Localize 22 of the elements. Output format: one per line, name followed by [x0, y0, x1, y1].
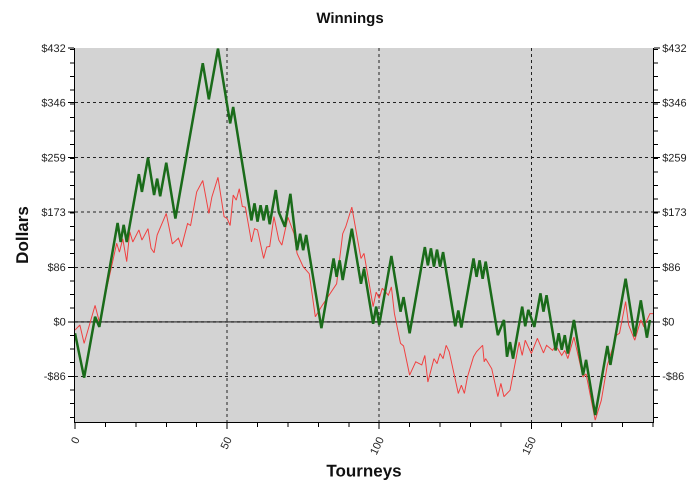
y-tick-label: $259 — [41, 152, 66, 165]
y2-tick-label: $346 — [662, 97, 687, 110]
x-tick-label: 50 — [218, 435, 235, 452]
y2-tick-label: $173 — [662, 207, 687, 220]
y2-tick-label: $0 — [662, 316, 674, 329]
y2-tick-label: $259 — [662, 152, 687, 165]
chart-title: Winnings — [316, 10, 384, 27]
y-tick-label: $173 — [41, 207, 66, 220]
x-tick-label: 100 — [368, 435, 387, 457]
y-tick-label: $86 — [47, 262, 66, 274]
y-tick-label: $432 — [41, 42, 66, 55]
x-axis-title: Tourneys — [326, 461, 402, 480]
line-series — [75, 48, 652, 416]
y2-tick-label: $432 — [662, 42, 687, 55]
y-tick-label: -$86 — [44, 371, 66, 384]
y-tick-label: $0 — [54, 316, 66, 329]
y-axis-title: Dollars — [12, 206, 32, 264]
y-tick-label: $346 — [41, 97, 66, 110]
y2-tick-label: $86 — [662, 262, 681, 274]
x-tick-label: 0 — [69, 435, 83, 446]
x-tick-label: 150 — [520, 435, 540, 457]
y2-tick-label: -$86 — [662, 371, 684, 384]
